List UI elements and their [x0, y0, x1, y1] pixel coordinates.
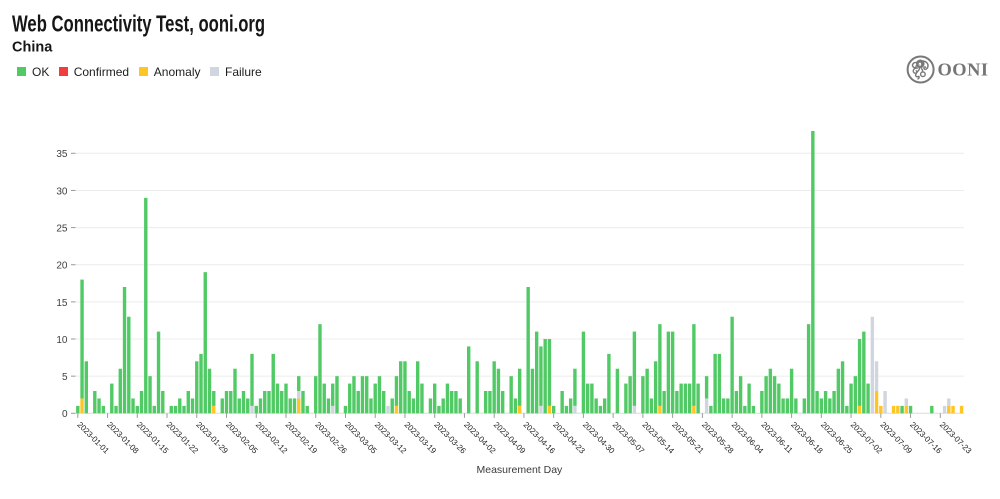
svg-text:Confirmed: Confirmed: [74, 65, 129, 79]
svg-text:25: 25: [56, 223, 68, 234]
svg-text:OK: OK: [32, 65, 49, 79]
svg-text:Web Connectivity Test, ooni.or: Web Connectivity Test, ooni.org: [12, 12, 265, 37]
svg-text:15: 15: [56, 298, 68, 309]
svg-text:30: 30: [56, 186, 68, 197]
svg-text:Failure: Failure: [225, 65, 262, 79]
svg-text:Measurement Day: Measurement Day: [477, 464, 564, 476]
svg-text:10: 10: [56, 335, 68, 346]
svg-text:20: 20: [56, 261, 68, 272]
svg-text:OONI: OONI: [938, 60, 989, 80]
svg-text:0: 0: [62, 409, 68, 420]
svg-text:5: 5: [62, 372, 68, 383]
svg-text:China: China: [12, 40, 53, 56]
svg-text:35: 35: [56, 149, 68, 160]
svg-text:Anomaly: Anomaly: [154, 65, 201, 79]
